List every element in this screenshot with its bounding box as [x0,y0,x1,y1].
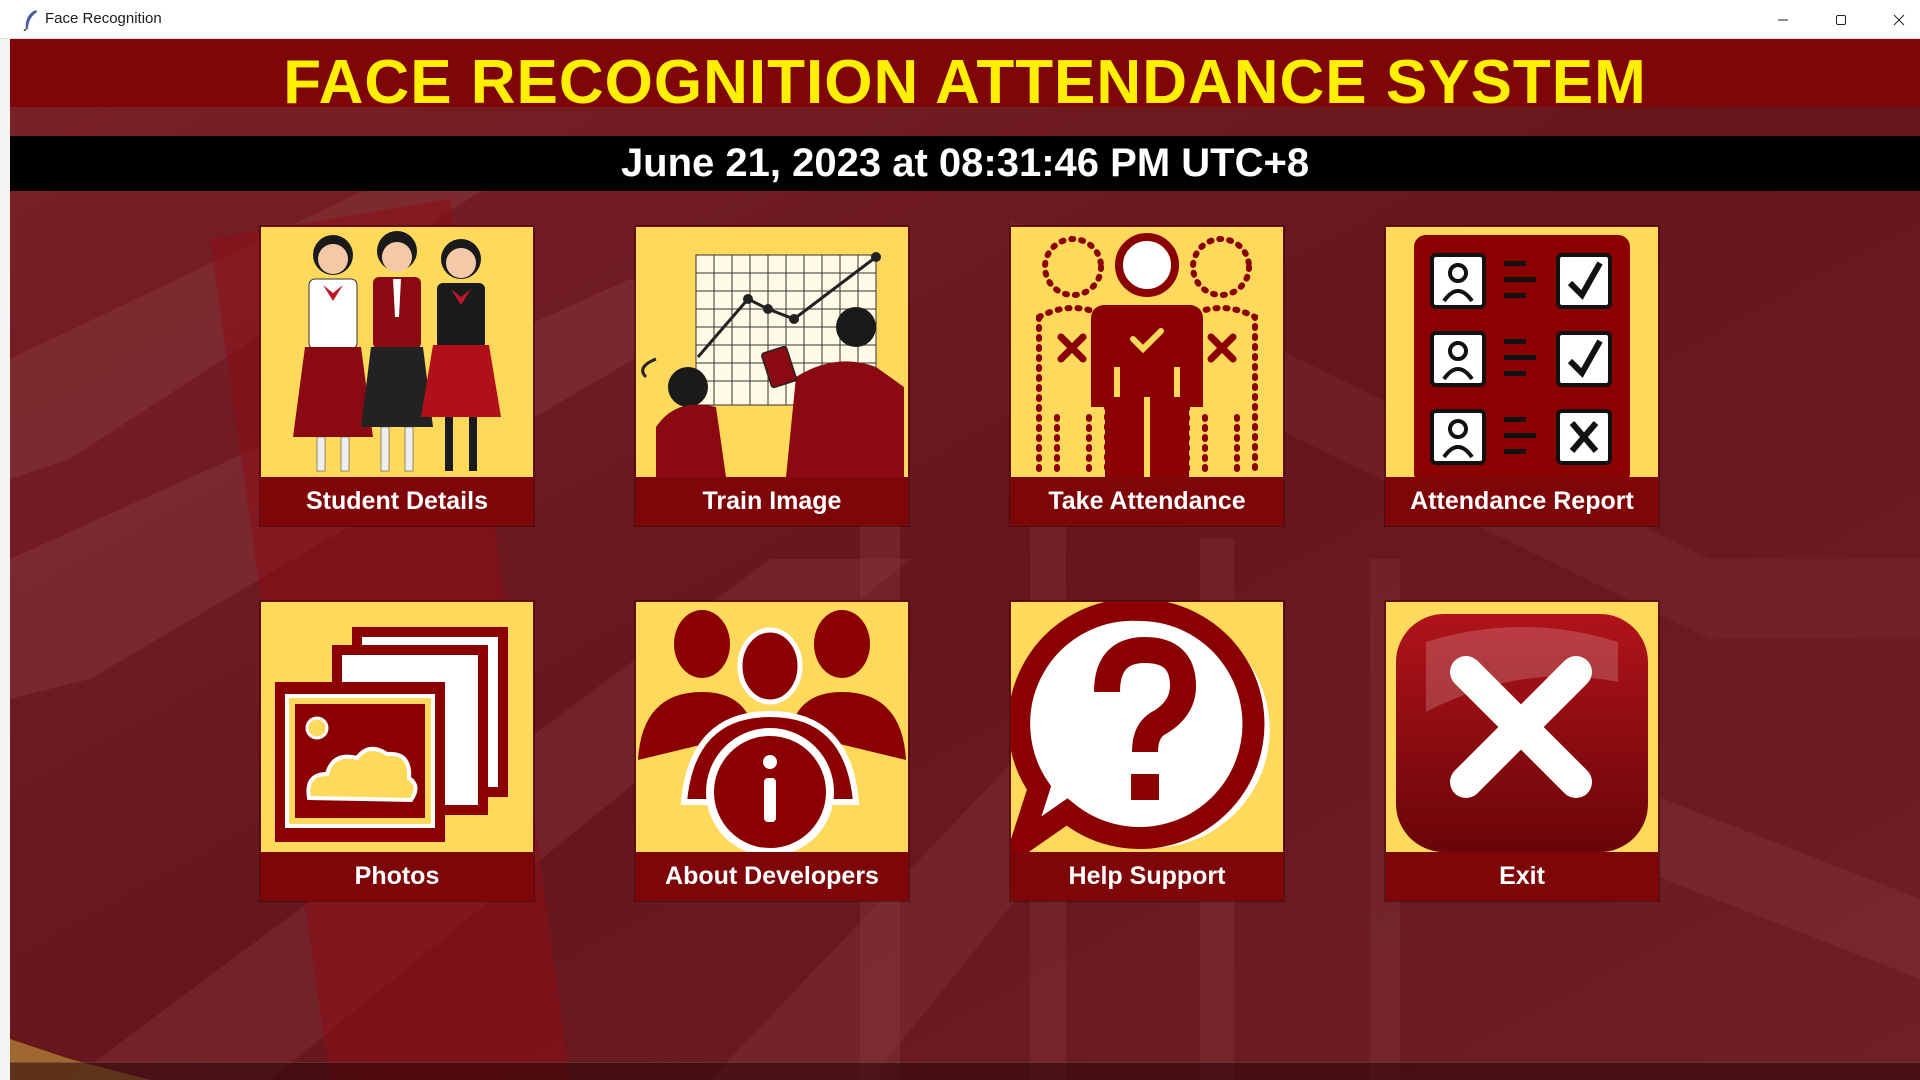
help-support-button[interactable]: Help Support [1010,601,1284,901]
attendance-report-button[interactable]: Attendance Report [1385,226,1659,526]
tile-label: Take Attendance [1011,477,1283,525]
tile-label: Help Support [1011,852,1283,900]
tile-label: Photos [261,852,533,900]
tile-label: Train Image [636,477,908,525]
window-title: Face Recognition [45,10,162,27]
photos-button[interactable]: Photos [260,601,534,901]
student-details-button[interactable]: Student Details [260,226,534,526]
maximize-icon [1836,14,1846,25]
page-title: FACE RECOGNITION ATTENDANCE SYSTEM [283,48,1647,117]
exit-x-icon [1386,602,1658,852]
background-building-image [10,39,1920,1080]
students-icon [261,227,533,477]
close-icon [1893,14,1905,25]
exit-button[interactable]: Exit [1385,601,1659,901]
minimize-icon [1778,19,1788,20]
tile-label: About Developers [636,852,908,900]
about-developers-button[interactable]: About Developers [635,601,909,901]
chart-presentation-icon [636,227,908,477]
header-banner: FACE RECOGNITION ATTENDANCE SYSTEM [10,39,1920,117]
datetime-bar: June 21, 2023 at 08:31:46 PM UTC+8 [10,136,1920,191]
minimize-button[interactable] [1754,0,1812,39]
bottom-strip [10,1062,1920,1080]
question-bubble-icon [1011,602,1283,852]
main-canvas: FACE RECOGNITION ATTENDANCE SYSTEM June … [10,39,1920,1080]
team-info-icon [636,602,908,852]
train-image-button[interactable]: Train Image [635,226,909,526]
close-button[interactable] [1870,0,1920,39]
photos-stack-icon [261,602,533,852]
tile-label: Student Details [261,477,533,525]
attendance-checklist-icon [1386,227,1658,477]
feather-icon [23,10,37,31]
maximize-button[interactable] [1812,0,1870,39]
face-scan-person-icon [1011,227,1283,477]
take-attendance-button[interactable]: Take Attendance [1010,226,1284,526]
tile-label: Attendance Report [1386,477,1658,525]
datetime-label: June 21, 2023 at 08:31:46 PM UTC+8 [620,141,1310,185]
tile-label: Exit [1386,852,1658,900]
window-titlebar[interactable]: Face Recognition [0,0,1920,39]
